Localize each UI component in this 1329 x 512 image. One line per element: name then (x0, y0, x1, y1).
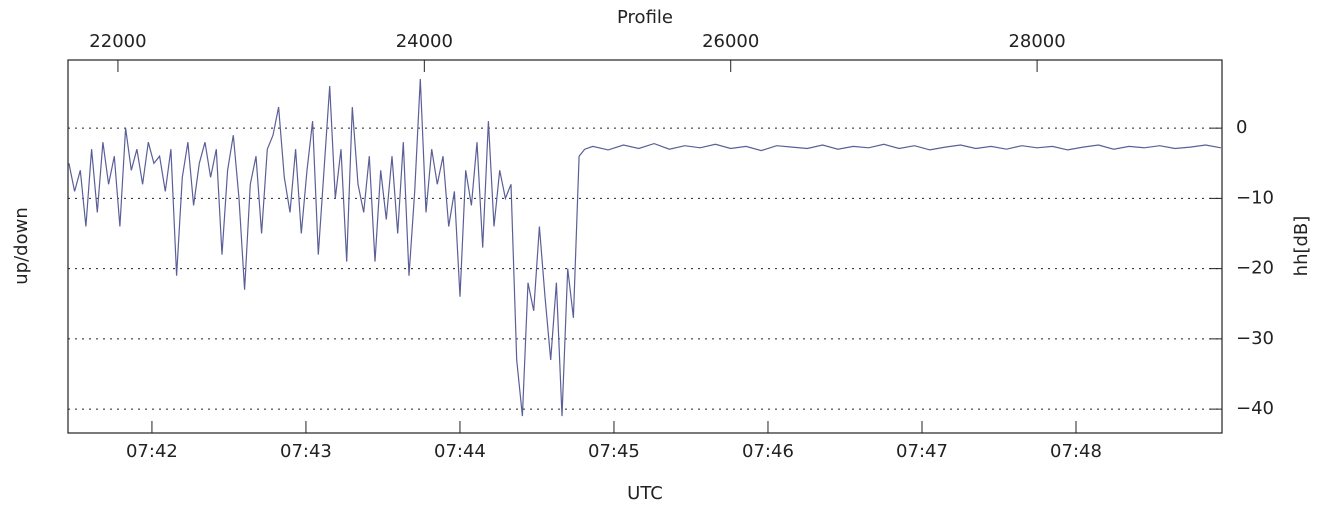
x-tick-label: 22000 (89, 31, 146, 52)
y-tick-label: −20 (1236, 258, 1274, 279)
x2-tick-label: 07:43 (280, 441, 332, 462)
x2-tick-label: 07:42 (126, 441, 178, 462)
y-axis-label: up/down (11, 207, 32, 284)
y-tick-label: −10 (1236, 187, 1274, 208)
x2-tick-label: 07:47 (896, 441, 948, 462)
x2-tick-label: 07:46 (742, 441, 794, 462)
x2-tick-label: 07:44 (434, 441, 486, 462)
y-tick-label: −30 (1236, 328, 1274, 349)
y-tick-label: −40 (1236, 398, 1274, 419)
y-tick-label: 0 (1236, 117, 1247, 138)
data-line (68, 78, 1222, 417)
y2-axis-label: hh[dB] (1291, 216, 1312, 277)
x2-tick-label: 07:45 (588, 441, 640, 462)
x-tick-label: 28000 (1008, 31, 1065, 52)
x-axis-label: UTC (627, 483, 663, 504)
x-tick-label: 24000 (396, 31, 453, 52)
plot-frame (67, 59, 1223, 434)
chart-title: Profile (617, 7, 673, 28)
x-tick-label: 26000 (702, 31, 759, 52)
x2-tick-label: 07:48 (1050, 441, 1102, 462)
